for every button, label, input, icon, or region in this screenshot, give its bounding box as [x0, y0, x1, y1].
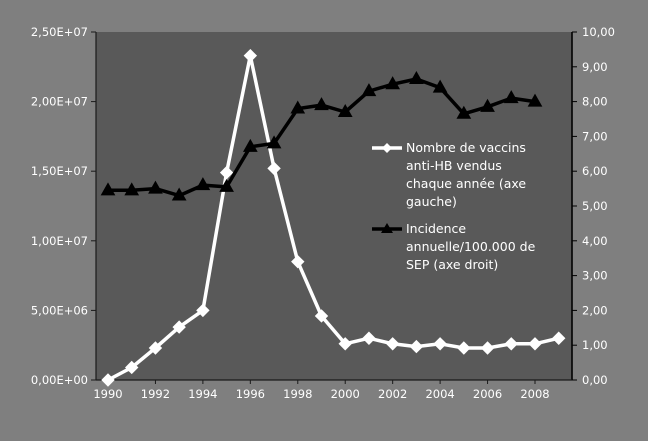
sep-data-point: [480, 98, 495, 112]
x-tick-label: 2004: [425, 387, 454, 401]
x-tick-label: 1998: [283, 387, 312, 401]
x-tick-label: 1996: [236, 387, 265, 401]
vaccine-data-point: [101, 373, 115, 387]
legend-marker: [381, 223, 393, 233]
sep-data-point: [100, 182, 116, 196]
legend-label: gauche): [406, 194, 457, 209]
vaccine-data-point: [457, 341, 471, 355]
plot-area: [96, 32, 572, 380]
legend-marker: [382, 143, 392, 153]
sep-data-point: [361, 83, 377, 97]
vaccine-data-point: [172, 320, 186, 334]
vaccine-data-point: [148, 341, 163, 355]
sep-data-point: [314, 97, 329, 111]
legend-label: Incidence: [406, 221, 466, 236]
sep-data-point: [171, 187, 187, 201]
y-left-tick-label: 0,00E+00: [31, 373, 88, 387]
sep-data-point: [290, 100, 306, 114]
vaccine-data-point: [291, 254, 305, 269]
y-right-tick-label: 4,00: [582, 234, 608, 248]
vaccine-data-point: [480, 341, 495, 355]
sep-data-point: [432, 79, 448, 93]
sep-data-point: [456, 105, 472, 119]
y-right-tick-label: 5,00: [582, 199, 608, 213]
sep-data-point: [219, 178, 234, 192]
y-left-tick-label: 2,00E+07: [31, 95, 88, 109]
y-right-tick-label: 8,00: [582, 95, 608, 109]
sep-data-point: [337, 104, 353, 118]
x-tick-label: 1992: [141, 387, 170, 401]
vaccine-data-point: [219, 165, 234, 180]
sep-data-point: [266, 135, 282, 149]
y-right-tick-label: 9,00: [582, 60, 608, 74]
sep-data-point: [527, 93, 543, 107]
vaccine-data-point: [433, 337, 447, 351]
x-tick-label: 1994: [188, 387, 217, 401]
y-left-tick-label: 1,00E+07: [31, 234, 88, 248]
vaccine-data-point: [196, 303, 210, 318]
x-tick-label: 1990: [93, 387, 122, 401]
vaccine-data-point: [528, 337, 542, 351]
x-tick-label: 2000: [331, 387, 360, 401]
vaccine-data-point: [338, 337, 352, 351]
y-right-tick-label: 6,00: [582, 164, 608, 178]
vaccine-data-point: [125, 360, 139, 375]
x-tick-label: 2002: [378, 387, 407, 401]
y-right-tick-label: 1,00: [582, 338, 608, 352]
legend-label: anti-HB vendus: [406, 158, 502, 173]
y-right-tick-label: 0,00: [582, 373, 608, 387]
vaccine-data-point: [552, 331, 566, 345]
y-left-tick-label: 1,50E+07: [31, 164, 88, 178]
y-right-tick-label: 7,00: [582, 129, 608, 143]
legend-label: SEP (axe droit): [406, 257, 498, 272]
y-right-tick-label: 3,00: [582, 269, 608, 283]
sep-data-point: [195, 177, 211, 191]
sep-data-point: [385, 76, 401, 90]
sep-data-point: [242, 138, 258, 152]
y-left-tick-label: 2,50E+07: [31, 25, 88, 39]
y-right-tick-label: 10,00: [582, 25, 615, 39]
legend-label: Nombre de vaccins: [406, 140, 526, 155]
legend-label: annuelle/100.000 de: [406, 239, 536, 254]
vaccine-data-point: [409, 339, 424, 354]
sep-data-point: [409, 70, 424, 84]
vaccine-data-point: [504, 337, 518, 351]
vaccine-data-point: [243, 48, 258, 63]
y-right-tick-label: 2,00: [582, 303, 608, 317]
vaccine-data-point: [385, 337, 400, 351]
vaccine-data-point: [267, 161, 281, 176]
x-tick-label: 2008: [520, 387, 549, 401]
legend-label: chaque année (axe: [406, 176, 526, 191]
vaccine-data-point: [314, 309, 329, 323]
sep-data-point: [124, 182, 140, 196]
y-left-tick-label: 5,00E+06: [31, 303, 88, 317]
sep-data-point: [148, 180, 163, 194]
x-tick-label: 2006: [473, 387, 502, 401]
sep-data-point: [503, 90, 519, 104]
vaccine-data-point: [362, 331, 376, 345]
